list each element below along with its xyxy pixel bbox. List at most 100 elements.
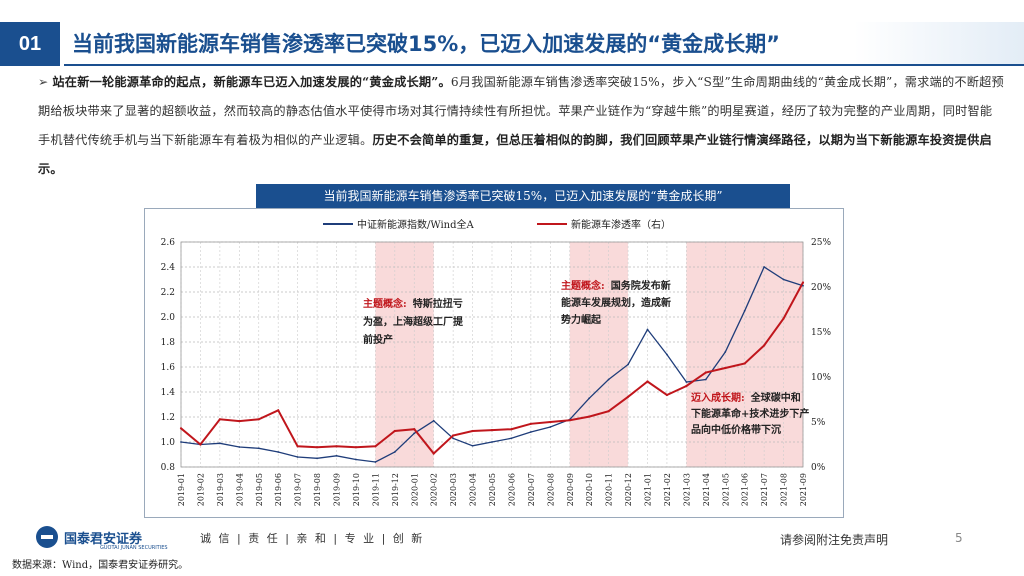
point-index	[471, 444, 474, 447]
company-slogan: 诚 信 | 责 任 | 亲 和 | 专 业 | 创 新	[200, 532, 425, 545]
point-penetration	[568, 419, 571, 422]
point-penetration	[199, 443, 202, 446]
summary-paragraph: ➢ 站在新一轮能源革命的起点，新能源车已迈入加速发展的“黄金成长期”。6月我国新能…	[38, 68, 1004, 184]
y-left-tick-label: 1.2	[161, 413, 175, 423]
x-tick-label: 2019-01	[177, 473, 186, 506]
point-index	[355, 458, 357, 461]
annotation-label: 迈入成长期:	[691, 391, 745, 404]
point-index	[316, 457, 318, 460]
svg-text:主题概念:国务院发布新: 主题概念: 国务院发布新	[561, 279, 671, 292]
x-tick-label: 2020-02	[430, 473, 439, 506]
point-penetration	[238, 420, 241, 423]
x-tick-label: 2019-05	[255, 473, 264, 506]
point-index	[238, 446, 241, 448]
point-penetration	[646, 380, 649, 383]
point-index	[802, 284, 804, 287]
point-index	[218, 442, 221, 445]
point-index	[782, 278, 785, 281]
x-tick-label: 2021-02	[663, 473, 672, 506]
disclaimer-text: 请参阅附注免责声明	[780, 533, 889, 547]
point-index	[257, 447, 260, 450]
bullet-arrow-icon: ➢	[38, 75, 49, 89]
y-right-tick-label: 20%	[811, 283, 831, 293]
point-index	[763, 266, 766, 268]
point-penetration	[704, 371, 707, 374]
point-penetration	[471, 429, 474, 433]
svg-text:主题概念:特斯拉扭亏: 主题概念: 特斯拉扭亏	[363, 297, 463, 310]
point-index	[685, 381, 688, 383]
logo-icon	[36, 526, 58, 548]
y-left-tick-label: 1.6	[161, 363, 176, 373]
point-penetration	[490, 429, 494, 432]
y-right-tick-label: 5%	[811, 418, 826, 428]
y-left-tick-label: 2.0	[161, 313, 176, 323]
x-tick-label: 2021-07	[760, 473, 769, 506]
line-chart: 中证新能源指数/Wind全A 新能源车渗透率（右） 0.8 1.0 1.2 1.4 1.…	[161, 218, 832, 506]
x-tick-label: 2020-06	[507, 473, 516, 506]
annotation-label: 主题概念:	[561, 279, 605, 292]
company-logo: 国泰君安证券 GUOTAI JUNAN SECURITIES	[36, 526, 168, 551]
y-right-tick-label: 0%	[811, 463, 826, 473]
y-left-tick-label: 1.4	[161, 388, 176, 398]
x-tick-label: 2020-07	[527, 473, 536, 506]
chart-legend: 中证新能源指数/Wind全A 新能源车渗透率（右）	[323, 218, 671, 231]
point-penetration	[665, 393, 669, 397]
annotation-label: 主题概念:	[363, 297, 407, 310]
point-index	[510, 437, 513, 440]
point-penetration	[432, 452, 435, 455]
point-penetration	[335, 445, 338, 448]
x-tick-label: 2020-08	[546, 473, 555, 506]
title-underline	[64, 64, 1024, 66]
y-left-tick-label: 2.4	[161, 263, 176, 273]
x-tick-label: 2020-09	[566, 473, 575, 506]
x-tick-label: 2021-04	[702, 473, 711, 506]
section-number: 01	[0, 22, 60, 66]
point-index	[296, 456, 299, 458]
paragraph-bold-tail: 历史不会简单的重复，但总压着相似的韵脚，我们回顾苹果产业链行情演绎路径，以期为当…	[38, 133, 992, 176]
x-tick-label: 2019-09	[333, 473, 342, 506]
point-index	[413, 432, 416, 435]
annotation-tesla: 主题概念: 特斯拉扭亏 为盈，上海超级工厂提 前投产	[363, 297, 464, 346]
chart-title: 当前我国新能源车销售渗透率已突破15%，已迈入加速发展的“黄金成长期”	[256, 184, 790, 208]
point-penetration	[277, 409, 280, 412]
point-index	[549, 426, 552, 428]
svg-text:势力崛起: 势力崛起	[561, 313, 602, 326]
y-left-tick-label: 1.8	[161, 338, 176, 348]
point-penetration	[296, 445, 299, 448]
x-tick-label: 2019-06	[274, 473, 283, 506]
x-tick-label: 2019-07	[294, 473, 303, 506]
x-tick-label: 2019-11	[371, 473, 380, 506]
point-penetration	[315, 446, 319, 449]
chart-container: 中证新能源指数/Wind全A 新能源车渗透率（右） 0.8 1.0 1.2 1.4 1.…	[144, 208, 844, 518]
legend-label-penetration: 新能源车渗透率（右）	[571, 218, 671, 231]
annotation-growth: 迈入成长期: 全球碳中和 下能源革命+技术进步下产 品向中低价格带下沉	[691, 391, 809, 436]
y-left-tick-label: 0.8	[161, 463, 176, 473]
x-tick-label: 2020-04	[469, 473, 478, 506]
x-tick-label: 2020-05	[488, 473, 497, 506]
point-index	[607, 378, 610, 381]
x-tick-label: 2021-06	[741, 473, 750, 506]
point-penetration	[763, 344, 766, 347]
point-penetration	[626, 395, 630, 398]
x-tick-label: 2021-08	[780, 473, 789, 506]
y-left-tick-label: 2.6	[161, 238, 176, 248]
point-penetration	[374, 445, 377, 448]
point-index	[452, 437, 455, 440]
point-penetration	[413, 428, 416, 431]
point-index	[646, 328, 649, 331]
y-right-tick-label: 10%	[811, 373, 831, 383]
title-bar: 01 当前我国新能源车销售渗透率已突破15%，已迈入加速发展的“黄金成长期”	[0, 22, 1024, 66]
logo-subtext: GUOTAI JUNAN SECURITIES	[100, 545, 168, 551]
y-left-tick-label: 1.0	[161, 438, 176, 448]
plot-frame	[180, 241, 804, 468]
point-index	[704, 378, 707, 381]
svg-text:品向中低价格带下沉: 品向中低价格带下沉	[691, 423, 781, 436]
x-tick-label: 2020-01	[410, 473, 419, 506]
point-index	[393, 451, 396, 453]
point-penetration	[452, 434, 455, 437]
point-index	[743, 309, 746, 312]
x-tick-label: 2019-03	[216, 473, 225, 506]
x-tick-label: 2019-12	[391, 473, 400, 506]
svg-text:为盈，上海超级工厂提: 为盈，上海超级工厂提	[363, 315, 464, 328]
point-penetration	[354, 446, 358, 449]
